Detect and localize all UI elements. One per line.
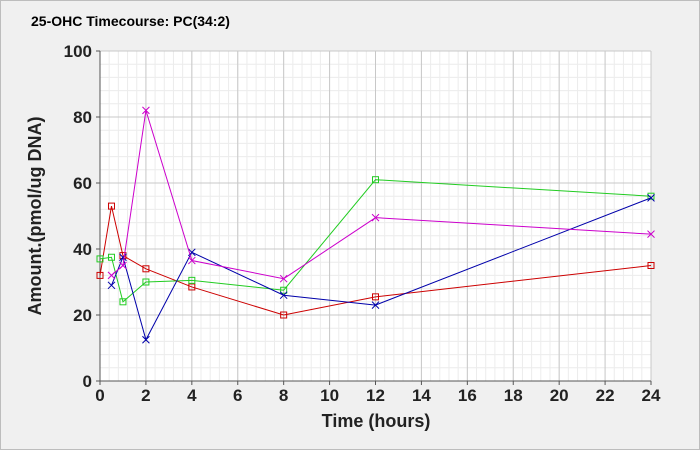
x-tick-label: 4 xyxy=(187,386,197,405)
x-tick-label: 20 xyxy=(550,386,569,405)
data-point-marker xyxy=(372,176,379,184)
marker-stroke xyxy=(119,253,127,262)
marker-stroke xyxy=(371,301,380,309)
data-point-marker xyxy=(187,256,196,265)
marker-stroke xyxy=(371,213,380,222)
data-point-marker xyxy=(107,271,116,280)
marker-stroke xyxy=(187,248,196,257)
marker-stroke xyxy=(107,281,116,290)
data-point-marker xyxy=(119,253,127,262)
x-tick-label: 10 xyxy=(320,386,339,405)
data-point-marker xyxy=(647,230,655,239)
data-point-marker xyxy=(371,301,380,309)
marker-stroke xyxy=(647,230,655,239)
data-point-marker xyxy=(107,281,116,290)
data-point-marker xyxy=(107,202,115,210)
x-tick-label: 16 xyxy=(458,386,477,405)
grid xyxy=(99,50,652,382)
data-point-marker xyxy=(647,192,655,200)
data-point-marker xyxy=(280,311,288,319)
data-point-marker xyxy=(372,293,379,301)
marker-stroke xyxy=(647,193,655,202)
series xyxy=(96,106,655,344)
data-point-marker xyxy=(188,283,196,291)
data-point-marker xyxy=(142,278,150,286)
data-point-marker xyxy=(371,213,380,222)
series-line-2 xyxy=(99,179,652,303)
data-point-marker xyxy=(142,265,150,273)
y-tick-label: 40 xyxy=(73,240,92,259)
x-tick-label: 8 xyxy=(279,386,288,405)
x-tick-label: 22 xyxy=(596,386,615,405)
y-axis-label: Amount.(pmol/ug DNA) xyxy=(25,117,45,316)
data-point-marker xyxy=(647,193,655,202)
y-tick-label: 60 xyxy=(73,174,92,193)
y-tick-label: 80 xyxy=(73,108,92,127)
marker-stroke xyxy=(279,274,288,283)
data-point-marker xyxy=(280,286,288,294)
data-point-marker xyxy=(188,276,196,284)
x-tick-label: 24 xyxy=(642,386,661,405)
x-axis-label: Time (hours) xyxy=(322,411,431,431)
marker-stroke xyxy=(142,106,150,115)
series-line-1 xyxy=(99,205,652,316)
marker-stroke xyxy=(279,291,288,300)
data-point-marker xyxy=(119,261,127,270)
data-point-marker xyxy=(279,274,288,283)
data-point-marker xyxy=(142,106,150,115)
data-point-marker xyxy=(96,271,104,279)
x-tick-label: 2 xyxy=(141,386,150,405)
data-point-marker xyxy=(142,335,150,344)
chart-title: 25-OHC Timecourse: PC(34:2) xyxy=(31,13,230,29)
marker-stroke xyxy=(142,335,150,344)
data-point-marker xyxy=(647,262,655,269)
x-tick-label: 14 xyxy=(412,386,431,405)
data-point-marker xyxy=(187,248,196,257)
x-tick-label: 0 xyxy=(95,386,104,405)
y-tick-label: 100 xyxy=(64,42,92,61)
data-point-marker xyxy=(119,298,127,306)
marker-stroke xyxy=(119,261,127,270)
data-point-marker xyxy=(107,253,115,261)
x-tick-label: 12 xyxy=(366,386,385,405)
data-point-marker xyxy=(96,255,104,263)
data-point-marker xyxy=(279,291,288,300)
x-tick-label: 6 xyxy=(233,386,242,405)
marker-stroke xyxy=(107,271,116,280)
x-tick-label: 18 xyxy=(504,386,523,405)
marker-stroke xyxy=(187,256,196,265)
y-tick-label: 0 xyxy=(83,372,92,391)
y-tick-label: 20 xyxy=(73,306,92,325)
